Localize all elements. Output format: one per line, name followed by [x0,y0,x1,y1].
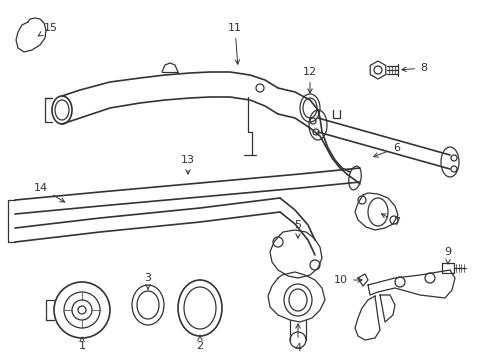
Text: 7: 7 [381,214,400,227]
Text: 10: 10 [334,275,362,285]
Text: 11: 11 [228,23,242,64]
Text: 12: 12 [303,67,317,93]
Text: 9: 9 [444,247,452,264]
Text: 5: 5 [294,220,301,238]
Text: 14: 14 [34,183,65,202]
Text: 1: 1 [78,337,85,351]
Text: 6: 6 [373,143,400,157]
Text: 3: 3 [145,273,151,289]
Text: 4: 4 [294,324,301,353]
Text: 8: 8 [402,63,427,73]
Text: 2: 2 [196,336,203,351]
Text: 15: 15 [38,23,58,36]
Text: 13: 13 [181,155,195,174]
